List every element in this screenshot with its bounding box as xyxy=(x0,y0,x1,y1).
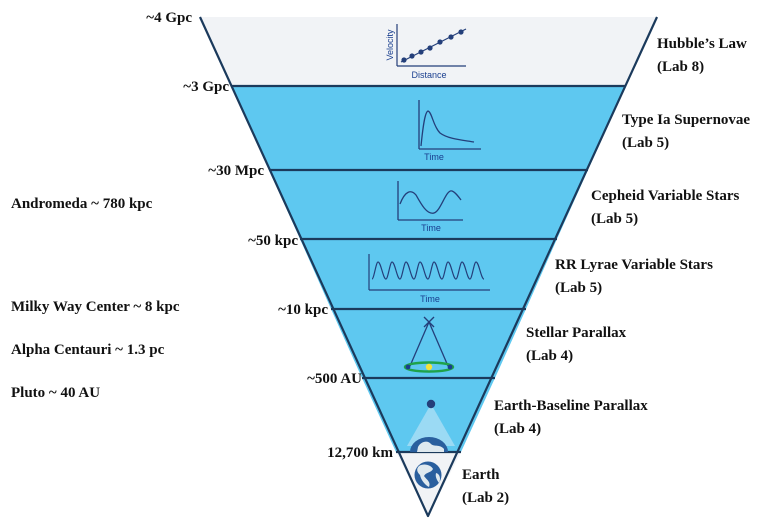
earth-globe-land xyxy=(417,464,440,487)
moon-icon xyxy=(426,399,436,409)
method-name: Type Ia Supernovae xyxy=(622,112,751,128)
method-lab: (Lab 5) xyxy=(591,211,639,227)
distance-30-mpc: ~30 Mpc xyxy=(208,163,264,179)
funnel-outline xyxy=(198,16,658,518)
ref-pluto: Pluto ~ 40 AU xyxy=(11,385,101,401)
hubble-ylabel: Velocity xyxy=(385,29,395,61)
hubble-points xyxy=(401,29,464,63)
distance-3-gpc: ~3 Gpc xyxy=(183,79,229,95)
ref-alpha-centauri: Alpha Centauri ~ 1.3 pc xyxy=(11,342,165,358)
distance-12700-km: 12,700 km xyxy=(327,445,393,461)
rrlyrae-xlabel: Time xyxy=(420,294,440,304)
band-cepheid xyxy=(269,170,588,239)
method-lab: (Lab 2) xyxy=(462,490,510,506)
earth-horizon-land xyxy=(417,441,444,452)
method-hubbles-law: Hubble’s Law (Lab 8) xyxy=(657,33,747,79)
method-earth-baseline-parallax: Earth-Baseline Parallax (Lab 4) xyxy=(494,395,648,441)
sun-icon xyxy=(425,363,433,371)
method-name: Hubble’s Law xyxy=(657,36,747,52)
method-name: Cepheid Variable Stars xyxy=(591,188,740,204)
method-lab: (Lab 4) xyxy=(526,348,574,364)
cepheid-xlabel: Time xyxy=(421,223,441,233)
rrlyrae-curve xyxy=(371,261,485,280)
method-name: Earth-Baseline Parallax xyxy=(494,398,648,414)
stellar-parallax-graphic xyxy=(409,316,449,367)
hubble-xlabel: Distance xyxy=(411,70,446,80)
method-earth: Earth (Lab 2) xyxy=(462,464,509,510)
distance-50-kpc: ~50 kpc xyxy=(248,233,298,249)
ref-milky-way-center: Milky Way Center ~ 8 kpc xyxy=(11,299,180,315)
method-cepheid-variable-stars: Cepheid Variable Stars (Lab 5) xyxy=(591,185,739,231)
rrlyrae-graph xyxy=(368,254,490,291)
earth-position-left xyxy=(405,364,411,370)
method-stellar-parallax: Stellar Parallax (Lab 4) xyxy=(526,322,626,368)
method-lab: (Lab 4) xyxy=(494,421,542,437)
band-supernova xyxy=(231,86,626,170)
ref-andromeda: Andromeda ~ 780 kpc xyxy=(11,196,153,212)
method-name: Stellar Parallax xyxy=(526,325,627,341)
earth-orbit xyxy=(403,361,455,373)
supernova-graph xyxy=(418,100,481,150)
distance-4-gpc: ~4 Gpc xyxy=(146,10,192,26)
cepheid-graph xyxy=(397,181,463,221)
band-stellar-parallax xyxy=(331,309,526,378)
method-name: Earth xyxy=(462,467,500,483)
method-type-ia-supernovae: Type Ia Supernovae (Lab 5) xyxy=(622,109,750,155)
method-rr-lyrae-variable-stars: RR Lyrae Variable Stars (Lab 5) xyxy=(555,254,713,300)
distance-10-kpc: ~10 kpc xyxy=(278,302,328,318)
distance-500-au: ~500 AU xyxy=(307,371,362,387)
method-name: RR Lyrae Variable Stars xyxy=(555,257,713,273)
band-hubble xyxy=(200,17,657,86)
method-lab: (Lab 5) xyxy=(555,280,603,296)
method-lab: (Lab 8) xyxy=(657,59,705,75)
supernova-xlabel: Time xyxy=(424,152,444,162)
parallax-beams xyxy=(407,404,455,446)
band-rrlyrae xyxy=(300,239,557,309)
method-lab: (Lab 5) xyxy=(622,135,670,151)
earth-position-right xyxy=(447,364,453,370)
